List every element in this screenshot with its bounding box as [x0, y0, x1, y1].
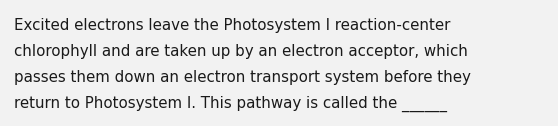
Text: return to Photosystem I. This pathway is called the ______: return to Photosystem I. This pathway is… — [14, 96, 447, 112]
Text: chlorophyll and are taken up by an electron acceptor, which: chlorophyll and are taken up by an elect… — [14, 44, 468, 59]
Text: Excited electrons leave the Photosystem I reaction-center: Excited electrons leave the Photosystem … — [14, 18, 450, 33]
Text: passes them down an electron transport system before they: passes them down an electron transport s… — [14, 70, 471, 85]
